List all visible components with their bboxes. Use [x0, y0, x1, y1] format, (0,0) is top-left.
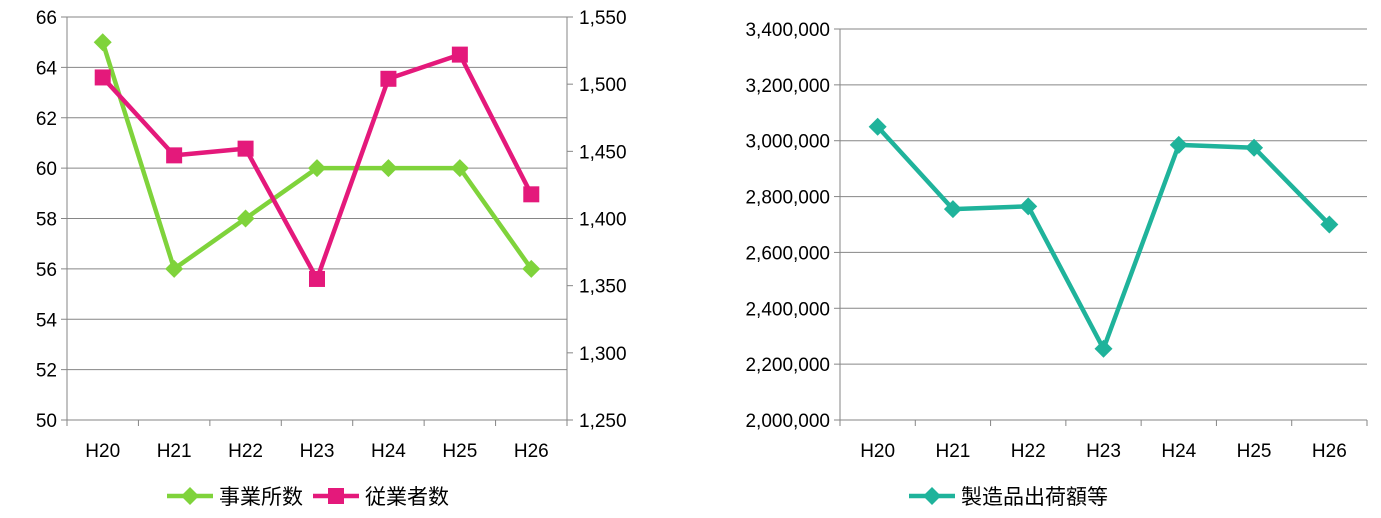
legend-marker [328, 488, 344, 504]
y-tick-label: 60 [36, 159, 57, 180]
y-tick-label: 64 [36, 58, 58, 79]
y-tick-label: 2,200,000 [745, 355, 830, 376]
data-point [943, 200, 962, 219]
y-right-tick-label: 1,250 [579, 411, 627, 432]
y-tick-label: 56 [36, 260, 57, 281]
x-tick-label: H22 [228, 441, 263, 462]
data-point [1245, 138, 1264, 157]
data-point [166, 147, 183, 164]
y-right-tick-label: 1,400 [579, 210, 627, 231]
y-right-tick-label: 1,550 [579, 8, 627, 29]
chart-shipment-value: 2,000,000 2,200,000 2,400,000 2,600,000 2,80… [745, 20, 1368, 509]
y-tick-label: 54 [36, 310, 58, 331]
data-point [380, 70, 397, 87]
data-point [1019, 197, 1038, 216]
y-tick-label: 3,400,000 [745, 20, 830, 41]
x-tick-label: H26 [1312, 441, 1347, 462]
data-point [451, 46, 468, 63]
y-right-tick-label: 1,450 [579, 142, 627, 163]
x-tick-label: H24 [1161, 441, 1196, 462]
series-0 [93, 33, 541, 278]
y-tick-label: 2,600,000 [745, 243, 830, 264]
y-tick-label: 50 [36, 411, 57, 432]
data-point [379, 159, 398, 178]
data-point [1169, 135, 1188, 154]
x-tick-label: H20 [85, 441, 120, 462]
data-point [236, 209, 255, 228]
y-tick-label: 2,400,000 [745, 299, 830, 320]
y-right-tick-label: 1,500 [579, 75, 627, 96]
data-point [1094, 339, 1113, 358]
x-tick-label: H25 [442, 441, 477, 462]
x-tick-label: H26 [514, 441, 549, 462]
data-point [94, 69, 111, 86]
x-tick-label: H23 [1086, 441, 1121, 462]
data-point [309, 270, 325, 287]
y-tick-label: 2,800,000 [745, 188, 830, 209]
data-point [868, 117, 887, 136]
y-tick-label: 66 [36, 8, 57, 29]
x-tick-label: H23 [300, 441, 335, 462]
series-1 [94, 46, 540, 287]
y-tick-label: 3,000,000 [745, 132, 830, 153]
legend: 製造品出荷額等 [909, 485, 1108, 509]
series-line [875, 125, 1331, 352]
data-point [308, 159, 326, 178]
x-tick-label: H22 [1011, 441, 1046, 462]
legend-label: 事業所数 [219, 485, 303, 509]
data-point [237, 140, 254, 157]
y-right-tick-label: 1,350 [579, 277, 627, 298]
y-tick-label: 58 [36, 210, 57, 231]
chart-establishments-employees: 50 52 54 56 58 60 62 64 66 H20 H21 H22 H23 H24 H25 H26 1… [36, 8, 627, 509]
y-tick-label: 52 [36, 361, 57, 382]
x-tick-label: H21 [935, 441, 970, 462]
x-tick-label: H25 [1237, 441, 1272, 462]
data-point [93, 33, 112, 52]
legend-label: 従業者数 [365, 485, 449, 509]
y-right-tick-label: 1,300 [579, 344, 627, 365]
data-point [1320, 215, 1339, 234]
x-tick-label: H21 [157, 441, 192, 462]
legend-item: 従業者数 [313, 485, 449, 509]
x-tick-label: H24 [371, 441, 406, 462]
legend-item: 事業所数 [167, 485, 303, 509]
legend-marker [923, 487, 941, 505]
data-point [523, 186, 540, 203]
y-tick-label: 62 [36, 109, 57, 130]
x-tick-label: H20 [860, 441, 895, 462]
y-tick-label: 3,200,000 [745, 76, 830, 97]
data-point [165, 259, 184, 278]
data-point [450, 159, 469, 178]
legend-item: 製造品出荷額等 [909, 485, 1108, 509]
data-point [522, 259, 541, 278]
legend-marker [181, 487, 199, 505]
y-tick-label: 2,000,000 [745, 411, 830, 432]
series-0 [868, 117, 1339, 358]
legend: 事業所数 従業者数 [167, 485, 449, 509]
legend-label: 製造品出荷額等 [961, 485, 1108, 509]
